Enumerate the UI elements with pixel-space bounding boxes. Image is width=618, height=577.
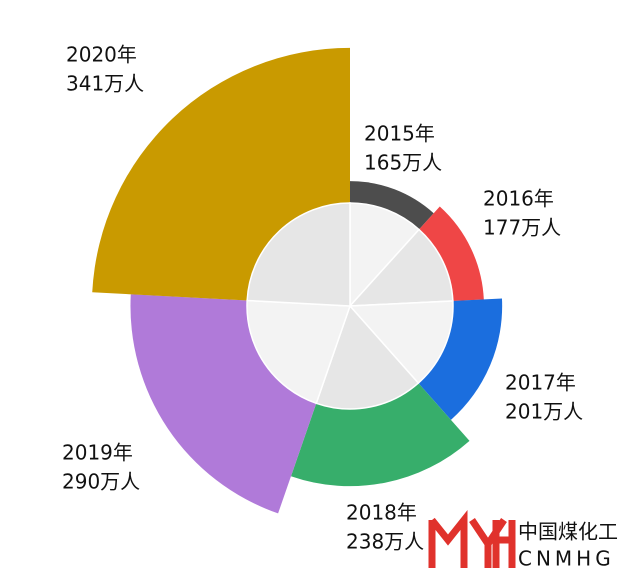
category-label: 2020年 xyxy=(66,43,137,67)
inner-segment xyxy=(246,202,351,307)
value-label: 201万人 xyxy=(505,400,583,424)
inner-segment xyxy=(348,300,454,385)
value-label: 165万人 xyxy=(364,151,442,175)
category-label: 2016年 xyxy=(483,187,554,211)
inner-segment xyxy=(348,228,454,307)
category-label: 2015年 xyxy=(364,122,435,146)
inner-segment xyxy=(349,202,421,308)
logo-name: 中国煤化工 xyxy=(518,520,618,544)
category-label: 2018年 xyxy=(346,501,417,525)
category-label: 2019年 xyxy=(62,441,133,465)
value-label: 341万人 xyxy=(66,72,144,96)
value-label: 238万人 xyxy=(346,530,424,554)
inner-segment xyxy=(246,299,352,405)
logo-code: CNMHG xyxy=(518,547,615,571)
value-label: 290万人 xyxy=(62,470,140,494)
inner xyxy=(246,202,454,410)
logo-mark xyxy=(428,510,516,568)
value-label: 177万人 xyxy=(483,216,561,240)
logo: 中国煤化工 CNMHG xyxy=(428,510,618,571)
category-label: 2017年 xyxy=(505,371,576,395)
